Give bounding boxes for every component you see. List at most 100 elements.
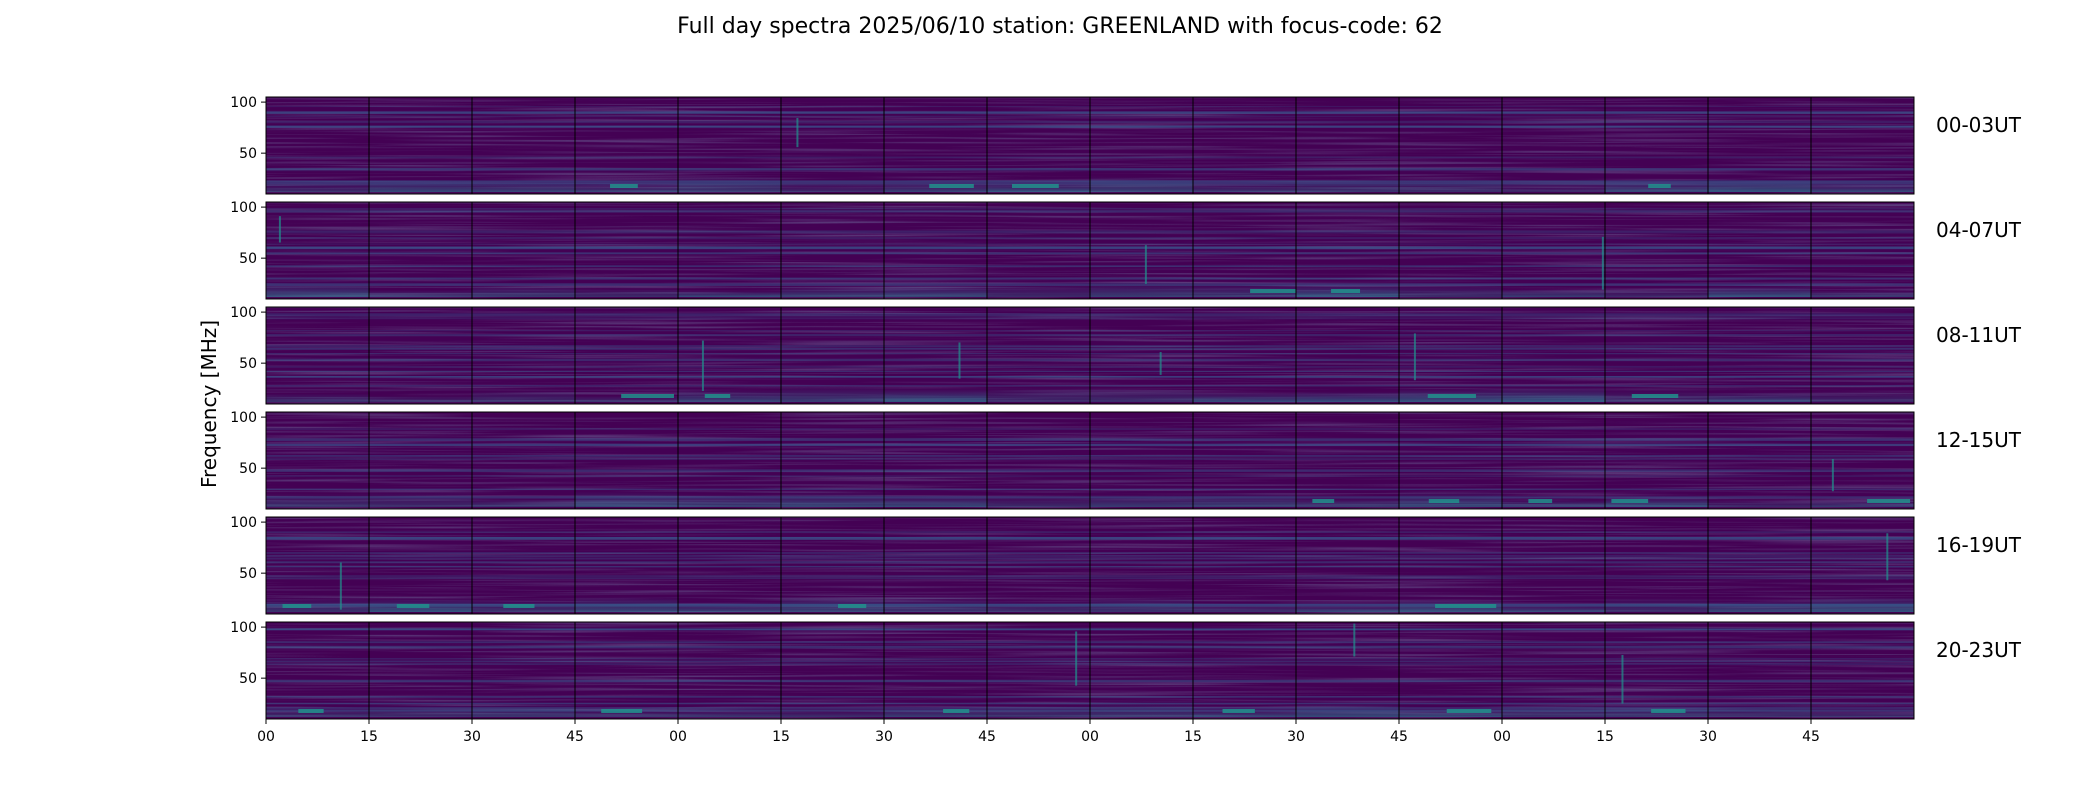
x-tick-label: 45 [978,729,996,745]
lowband-emission [1708,285,1811,297]
lowband-emission [987,705,1090,717]
y-tick-label: 50 [239,251,257,267]
spectral-feature [503,604,535,608]
lowband-emission [1605,596,1708,612]
x-tick-label: 30 [1699,729,1717,745]
spectral-feature [838,604,867,608]
lowband-emission [1811,391,1914,402]
lowband-emission [1811,710,1914,717]
lowband-emission [781,491,884,507]
lowband-emission [369,705,472,717]
lowband-emission [1605,496,1708,507]
lowband-emission [1811,184,1914,192]
lowband-emission [575,491,678,507]
lowband-emission [1193,605,1296,612]
burst-feature [339,562,342,610]
lowband-emission [1090,596,1193,612]
lowband-emission [266,183,369,192]
lowband-emission [884,707,987,717]
lowband-emission [472,703,575,717]
lowband-emission [266,493,369,507]
y-tick-label: 50 [239,671,257,687]
burst-feature [1144,245,1147,284]
lowband-emission [1090,282,1193,297]
y-tick-label: 100 [230,305,257,321]
lowband-emission [1811,500,1914,507]
lowband-emission [575,184,678,192]
x-tick-label: 00 [257,729,275,745]
lowband-emission [1296,180,1399,192]
lowband-emission [1090,494,1193,507]
lowband-emission [1193,492,1296,507]
spectral-feature [298,709,324,713]
x-axis: 00 15 30 45 00 15 30 45 00 15 30 45 00 15 30 45 [257,719,1820,745]
spectral-feature [1648,184,1671,188]
spectra-panel [1810,201,1915,300]
spectral-feature [1250,289,1296,293]
row-label: 16-19UT [1936,533,2022,557]
x-tick-label: 15 [360,729,378,745]
spectral-feature [1631,394,1679,398]
spectra-row: 50 100 20-23UT [230,620,2022,720]
spectra-rows: 50 100 00-03UT 50 100 04-07UT 50 100 08-11UT 50 10… [230,95,2022,720]
spectra-row: 50 100 04-07UT [230,200,2022,300]
lowband-emission [1193,709,1296,717]
lowband-emission [266,709,369,717]
y-tick-label: 100 [230,515,257,531]
spectral-feature [1651,709,1686,713]
lowband-emission [369,289,472,297]
lowband-emission [1811,290,1914,297]
lowband-emission [1193,183,1296,192]
burst-feature [1831,459,1834,492]
spectral-feature [1528,499,1553,503]
spectral-feature [1012,184,1059,188]
spectra-row: 50 100 08-11UT [230,305,2022,405]
y-tick-label: 50 [239,461,257,477]
lowband-emission [781,596,884,612]
spectral-feature [704,394,731,398]
lowband-emission [1399,179,1502,192]
y-tick-label: 100 [230,200,257,216]
spectral-feature [1611,499,1649,503]
lowband-emission [472,285,575,297]
x-tick-label: 30 [875,729,893,745]
lowband-emission [1605,289,1708,297]
spectral-feature [943,709,970,713]
lowband-emission [1811,596,1914,612]
lowband-emission [1502,702,1605,717]
lowband-emission [1090,176,1193,192]
lowband-emission [987,495,1090,507]
lowband-emission [1296,497,1399,507]
lowband-emission [472,498,575,507]
lowband-emission [575,288,678,297]
burst-feature [1413,333,1416,381]
spectra-panel [1810,411,1915,510]
spectra-panel [1810,516,1915,615]
lowband-emission [1502,499,1605,507]
lowband-emission [1502,289,1605,297]
spectral-feature [396,604,430,608]
burst-feature [701,340,704,391]
lowband-emission [1399,709,1502,717]
spectral-feature [1427,394,1476,398]
row-label: 12-15UT [1936,428,2022,452]
x-tick-label: 15 [1596,729,1614,745]
lowband-emission [472,182,575,192]
lowband-emission [369,180,472,192]
spectral-feature [1222,709,1255,713]
chart-title: Full day spectra 2025/06/10 station: GRE… [677,14,1443,39]
lowband-emission [1399,283,1502,297]
y-tick-label: 100 [230,95,257,111]
x-tick-label: 30 [1287,729,1305,745]
spectral-feature [1428,499,1460,503]
y-tick-label: 100 [230,620,257,636]
lowband-emission [678,290,781,297]
x-tick-label: 45 [1390,729,1408,745]
row-label: 20-23UT [1936,638,2022,662]
row-label: 04-07UT [1936,218,2022,242]
x-tick-label: 00 [1081,729,1099,745]
lowband-emission [266,393,369,402]
burst-feature [958,342,961,379]
lowband-emission [1296,391,1399,402]
